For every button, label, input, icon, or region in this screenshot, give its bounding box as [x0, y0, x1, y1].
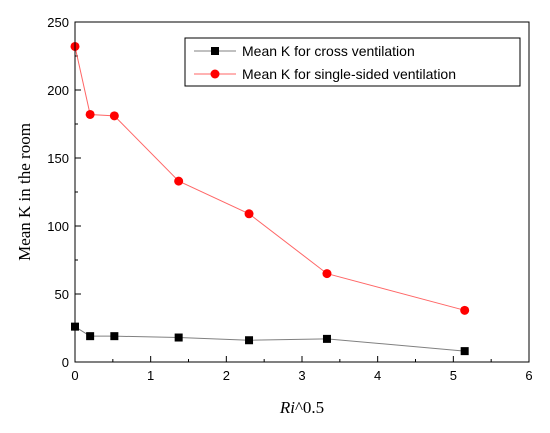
data-point [174, 176, 184, 186]
data-point [174, 333, 183, 342]
y-tick-label: 200 [47, 83, 69, 98]
y-tick-label: 0 [62, 355, 69, 370]
legend-label-cross: Mean K for cross ventilation [242, 43, 415, 59]
legend-box [184, 37, 521, 87]
data-point [460, 305, 470, 315]
legend: Mean K for cross ventilation Mean K for … [184, 37, 521, 87]
data-point [85, 109, 95, 119]
y-axis-title: Mean K in the room [15, 123, 34, 261]
series-lines [74, 46, 465, 352]
y-tick-label: 100 [47, 219, 69, 234]
legend-label-single: Mean K for single-sided ventilation [242, 66, 456, 82]
data-point [110, 332, 119, 341]
data-point [460, 347, 469, 356]
data-point [245, 336, 254, 345]
data-point [109, 111, 119, 121]
data-point [86, 332, 95, 341]
x-tick-label: 6 [525, 368, 532, 383]
legend-marker-single [210, 69, 220, 79]
y-tick-label: 150 [47, 151, 69, 166]
x-axis-title-rest: ^0.5 [295, 398, 324, 417]
plot-frame [74, 21, 530, 363]
data-point [322, 334, 331, 343]
y-tick-label: 50 [55, 287, 69, 302]
x-tick-label: 3 [298, 368, 305, 383]
y-tick-label: 250 [47, 15, 69, 30]
data-point [322, 269, 332, 279]
x-tick-label: 0 [71, 368, 78, 383]
x-tick-label: 2 [223, 368, 230, 383]
series-line-0 [74, 326, 465, 352]
x-axis-title-italic: Ri [279, 398, 295, 417]
series-markers [70, 41, 470, 356]
x-tick-label: 5 [450, 368, 457, 383]
x-axis-title: Ri^0.5 [279, 398, 324, 417]
x-tick-label: 1 [147, 368, 154, 383]
tick-labels: 0 1 2 3 4 5 6 0 50 100 150 200 250 [47, 15, 532, 383]
legend-marker-cross [211, 47, 219, 55]
x-tick-label: 4 [374, 368, 381, 383]
data-point [244, 209, 254, 219]
